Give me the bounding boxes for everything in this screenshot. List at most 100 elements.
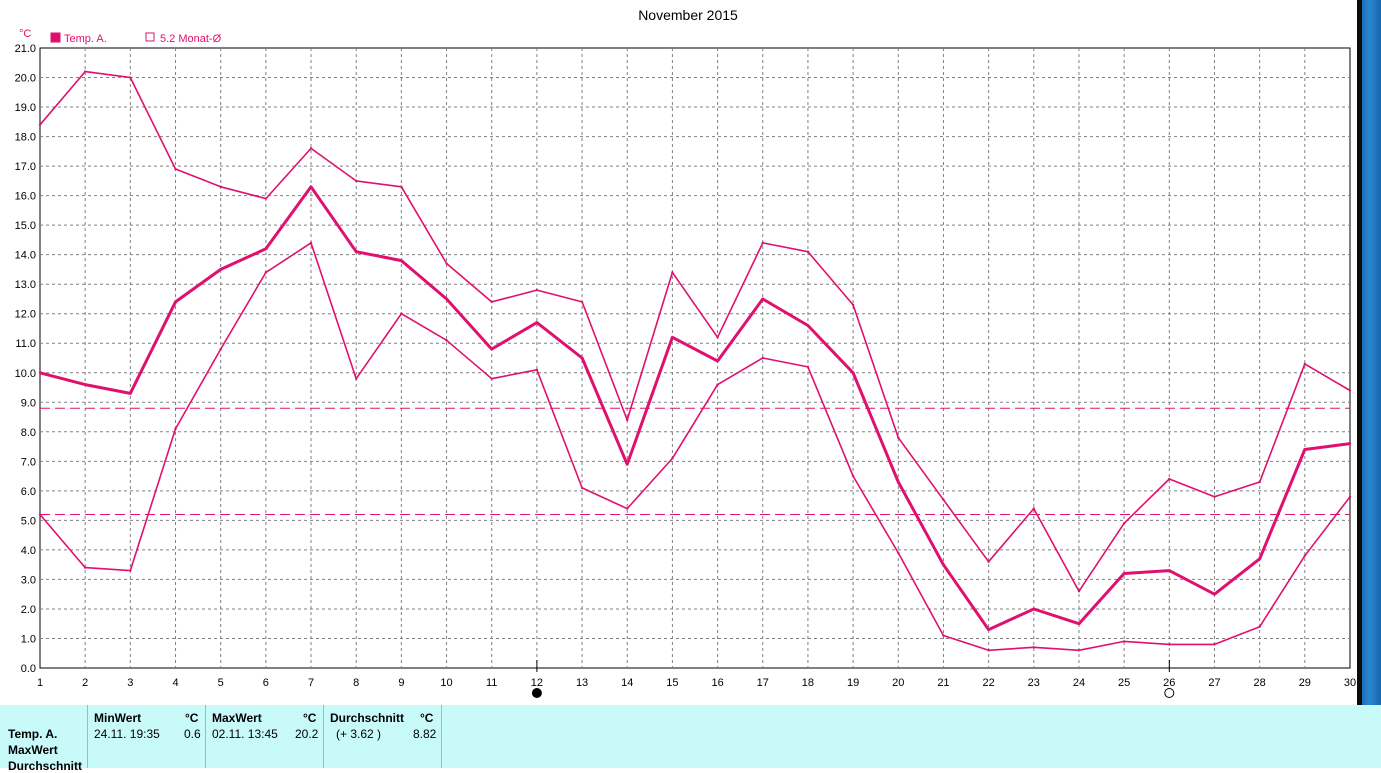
- data-point: [1077, 622, 1081, 625]
- data-point: [1213, 643, 1216, 646]
- legend-swatch-temp: [50, 32, 61, 43]
- y-tick-label: 2.0: [21, 604, 36, 616]
- y-tick-label: 1.0: [21, 633, 36, 645]
- data-point: [38, 513, 42, 516]
- x-tick-label: 28: [1254, 677, 1266, 689]
- x-tick-label: 18: [802, 677, 814, 689]
- x-tick-label: 21: [937, 677, 949, 689]
- min-header: MinWert: [94, 711, 142, 725]
- y-tick-label: 13.0: [15, 279, 36, 291]
- separator: [441, 705, 442, 768]
- data-point: [1032, 607, 1035, 611]
- data-point: [264, 271, 268, 274]
- data-point: [38, 371, 42, 374]
- separator: [205, 705, 206, 768]
- new-moon-icon: [531, 688, 542, 698]
- y-tick-label: 9.0: [21, 397, 36, 409]
- x-tick-label: 11: [486, 677, 497, 689]
- data-point: [671, 336, 674, 339]
- y-tick-label: 19.0: [15, 102, 36, 114]
- temperature-chart: November 2015 °C Temp. A. 5.2 Monat-Ø 0.…: [15, 7, 1356, 698]
- data-point: [1122, 572, 1126, 575]
- data-point: [535, 321, 539, 324]
- x-tick-label: 16: [711, 677, 723, 689]
- data-point: [897, 480, 900, 484]
- min-date: 24.11. 19:35: [94, 727, 160, 741]
- data-point: [219, 185, 222, 188]
- min-value: 0.6: [184, 727, 201, 741]
- window-edge: [1357, 0, 1362, 705]
- avg-header: Durchschnitt: [330, 711, 405, 725]
- data-point: [942, 563, 945, 566]
- legend-swatch-avg: [145, 32, 155, 42]
- y-tick-label: 5.0: [21, 515, 36, 527]
- x-tick-label: 1: [37, 677, 43, 689]
- data-point: [174, 300, 177, 304]
- data-point: [1122, 522, 1126, 525]
- desktop-strip: [1362, 0, 1381, 705]
- y-tick-label: 6.0: [21, 486, 36, 498]
- data-point: [626, 463, 629, 466]
- data-point: [806, 324, 810, 327]
- data-point: [897, 551, 900, 555]
- data-point: [942, 634, 945, 637]
- full-moon-icon: [1164, 688, 1175, 698]
- stats-panel: Temp. A. MaxWert Durchschnitt MinWert °C…: [0, 705, 1381, 773]
- data-point: [761, 297, 764, 301]
- data-point: [445, 297, 448, 301]
- x-tick-label: 20: [892, 677, 904, 689]
- data-point: [1032, 507, 1035, 510]
- x-tick-label: 25: [1118, 677, 1130, 689]
- series-line-max: [39, 70, 1351, 593]
- data-point: [1077, 590, 1081, 593]
- data-point: [580, 356, 584, 360]
- x-tick-label: 13: [576, 677, 588, 689]
- legend-label-temp[interactable]: Temp. A.: [64, 33, 107, 45]
- x-tick-label: 17: [757, 677, 769, 689]
- data-point: [83, 383, 87, 386]
- data-point: [264, 247, 268, 250]
- x-tick-label: 7: [308, 677, 314, 689]
- x-tick-label: 26: [1163, 677, 1175, 689]
- avg-value: 8.82: [413, 727, 437, 741]
- data-point: [671, 457, 674, 460]
- y-tick-label: 12.0: [15, 309, 36, 321]
- data-point: [1303, 448, 1307, 451]
- data-point: [851, 303, 855, 307]
- x-tick-label: 29: [1299, 677, 1311, 689]
- y-tick-label: 4.0: [21, 545, 36, 557]
- row-label-temp: Temp. A.: [8, 727, 58, 741]
- x-tick-label: 15: [666, 677, 678, 689]
- x-tick-label: 12: [531, 677, 543, 689]
- y-tick-label: 3.0: [21, 574, 36, 586]
- x-tick-label: 3: [127, 677, 133, 689]
- data-point: [1258, 480, 1261, 484]
- data-point: [83, 70, 87, 73]
- data-point: [129, 569, 132, 572]
- data-point: [942, 498, 945, 501]
- data-point: [716, 336, 719, 339]
- legend-label-avg[interactable]: 5.2 Monat-Ø: [160, 33, 222, 45]
- y-tick-label: 14.0: [15, 250, 36, 262]
- data-point: [1303, 362, 1307, 366]
- data-point: [174, 167, 177, 171]
- x-tick-label: 22: [982, 677, 994, 689]
- data-point: [1213, 592, 1216, 596]
- data-point: [987, 560, 990, 563]
- data-point: [761, 356, 764, 360]
- data-point: [1168, 477, 1171, 481]
- max-value: 20.2: [295, 727, 319, 741]
- y-tick-label: 8.0: [21, 427, 36, 439]
- data-point: [1213, 495, 1216, 498]
- data-point: [400, 185, 403, 188]
- y-tick-label: 7.0: [21, 456, 36, 468]
- x-tick-label: 14: [621, 677, 633, 689]
- x-tick-label: 23: [1028, 677, 1040, 689]
- series-line-min: [39, 242, 1351, 652]
- separator: [323, 705, 324, 768]
- data-point: [490, 300, 493, 304]
- min-unit: °C: [185, 711, 199, 725]
- max-header: MaxWert: [212, 711, 262, 725]
- data-point: [626, 507, 629, 510]
- data-point: [806, 365, 810, 369]
